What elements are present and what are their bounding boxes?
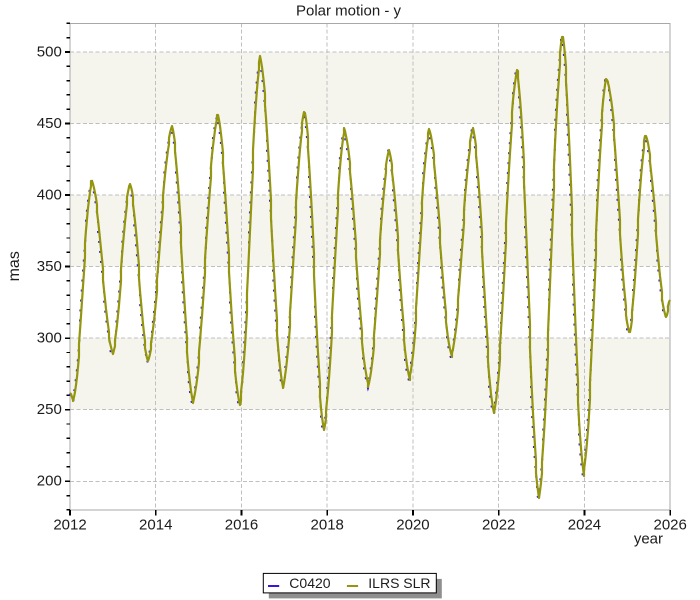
svg-text:mas: mas [6,251,23,281]
svg-text:2024: 2024 [568,517,601,534]
svg-text:2026: 2026 [654,517,687,534]
svg-text:C0420: C0420 [289,575,330,591]
svg-text:2022: 2022 [482,517,515,534]
svg-text:500: 500 [37,43,62,60]
svg-text:year: year [634,531,663,548]
svg-text:250: 250 [37,401,62,418]
svg-text:ILRS SLR: ILRS SLR [368,575,430,591]
svg-text:2014: 2014 [139,517,172,534]
svg-text:Polar motion - y: Polar motion - y [296,3,402,20]
svg-text:2012: 2012 [53,517,86,534]
svg-text:2018: 2018 [311,517,344,534]
svg-text:200: 200 [37,473,62,490]
svg-text:2016: 2016 [225,517,258,534]
svg-text:2020: 2020 [396,517,429,534]
svg-text:350: 350 [37,258,62,275]
svg-text:450: 450 [37,115,62,132]
svg-text:400: 400 [37,186,62,203]
svg-text:300: 300 [37,329,62,346]
